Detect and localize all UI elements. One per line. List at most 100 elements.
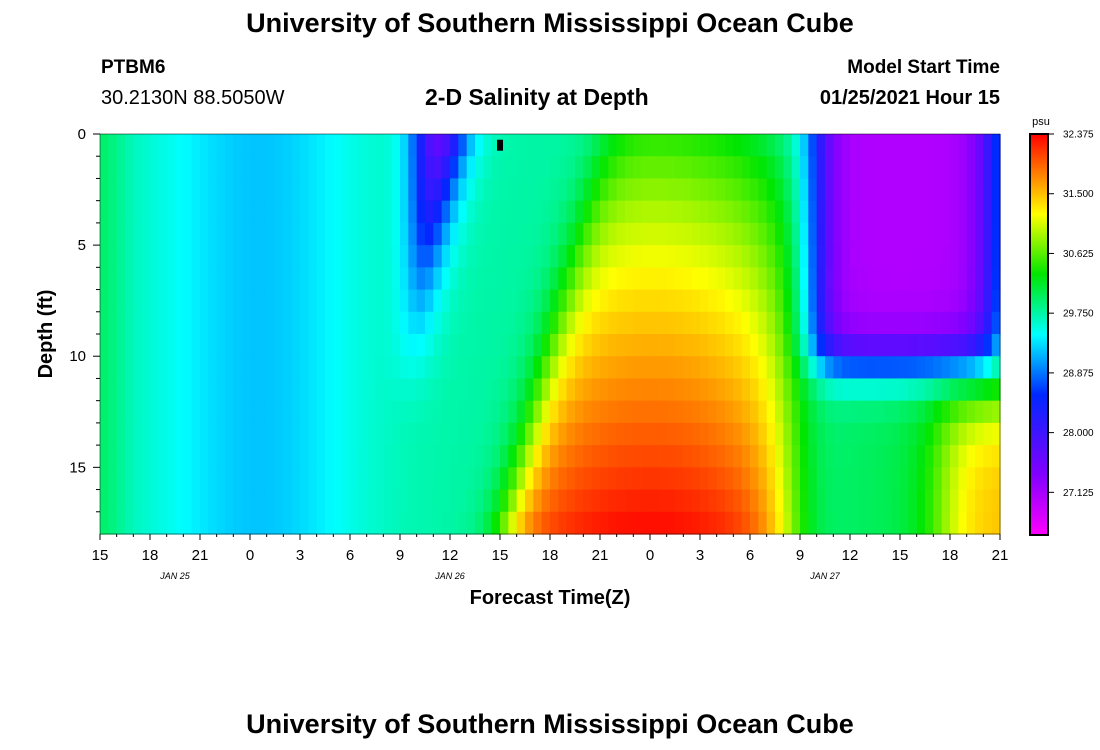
heatmap-cell [533,378,543,402]
heatmap-cell [800,445,809,468]
heatmap-cell [350,245,359,268]
heatmap-cell [641,134,651,157]
heatmap-cell [466,222,476,246]
heatmap-cell [966,289,976,313]
heatmap-cell [583,356,593,380]
heatmap-cell [100,334,109,357]
colorbar-ticks: 32.37531.50030.62529.75028.87528.00027.1… [1048,130,1094,499]
heatmap-cell [508,289,518,313]
heatmap-cell [833,134,843,157]
heatmap-cell [233,356,243,380]
heatmap-cell [750,134,759,157]
heatmap-cell [108,200,118,224]
heatmap-cell [550,445,559,468]
heatmap-cell [275,445,284,468]
heatmap-cell [875,422,884,446]
heatmap-cell [533,400,543,424]
heatmap-cell [300,245,309,268]
heatmap-cell [133,267,143,291]
heatmap-cell [183,422,193,446]
heatmap-cell [625,378,634,402]
heatmap-cell [958,245,968,268]
heatmap-cell [375,178,384,202]
heatmap-cell [850,445,859,468]
heatmap-cell [708,422,718,446]
footer-title: University of Southern Mississippi Ocean… [246,709,854,739]
heatmap-cell [758,445,768,468]
heatmap-cell [741,222,751,246]
heatmap-cell [166,200,176,224]
heatmap-cell [900,289,909,313]
heatmap-cell [900,156,909,180]
heatmap-cell [758,222,768,246]
heatmap-cell [541,422,551,446]
heatmap-cell [750,289,759,313]
heatmap-cell [525,222,534,246]
heatmap-cell [200,289,209,313]
heatmap-cell [391,200,401,224]
heatmap-cell [458,156,468,180]
heatmap-cell [258,422,268,446]
heatmap-cell [633,178,643,202]
y-axis-label: Depth (ft) [35,290,57,379]
heatmap-cell [341,311,351,335]
heatmap-cell [575,267,584,291]
heatmap-cell [358,378,368,402]
heatmap-cell [958,445,968,468]
heatmap-cell [575,289,584,313]
heatmap-cell [816,511,826,535]
heatmap-cell [308,156,318,180]
heatmap-cell [916,178,926,202]
heatmap-cell [350,334,359,357]
heatmap-cell [833,467,843,491]
heatmap-cell [425,511,434,535]
heatmap-cell [833,356,843,380]
heatmap-cell [958,156,968,180]
heatmap-cell [300,200,309,224]
heatmap-cell [675,467,684,491]
heatmap-cell [691,489,701,513]
heatmap-cell [125,200,134,224]
heatmap-cell [716,489,726,513]
heatmap-cell [616,445,626,468]
heatmap-cell [116,422,126,446]
heatmap-cell [950,378,959,402]
heatmap-cell [783,356,793,380]
heatmap-cell [200,311,209,335]
heatmap-cell [708,134,718,157]
heatmap-cell [616,400,626,424]
heatmap-cell [433,134,443,157]
heatmap-cell [683,289,693,313]
heatmap-cell [525,311,534,335]
heatmap-cell [783,245,793,268]
heatmap-cell [133,378,143,402]
heatmap-cell [783,134,793,157]
heatmap-cell [125,445,134,468]
heatmap-cell [825,422,834,446]
heatmap-cell [516,222,526,246]
heatmap-cell [416,356,426,380]
heatmap-cell [216,511,226,535]
heatmap-cell [250,200,259,224]
heatmap-cell [875,134,884,157]
heatmap-cell [450,178,459,202]
heatmap-cell [108,378,118,402]
heatmap-cell [125,467,134,491]
heatmap-cell [466,178,476,202]
heatmap-cell [983,356,993,380]
heatmap-cell [408,222,418,246]
heatmap-cell [250,289,259,313]
heatmap-cell [883,511,893,535]
heatmap-cell [741,178,751,202]
heatmap-cell [833,289,843,313]
heatmap-cell [925,267,934,291]
heatmap-cell [433,245,443,268]
heatmap-cell [266,356,276,380]
heatmap-cell [525,467,534,491]
heatmap-cell [183,289,193,313]
heatmap-cell [100,489,109,513]
heatmap-cell [108,245,118,268]
heatmap-cell [658,422,668,446]
heatmap-cell [583,467,593,491]
